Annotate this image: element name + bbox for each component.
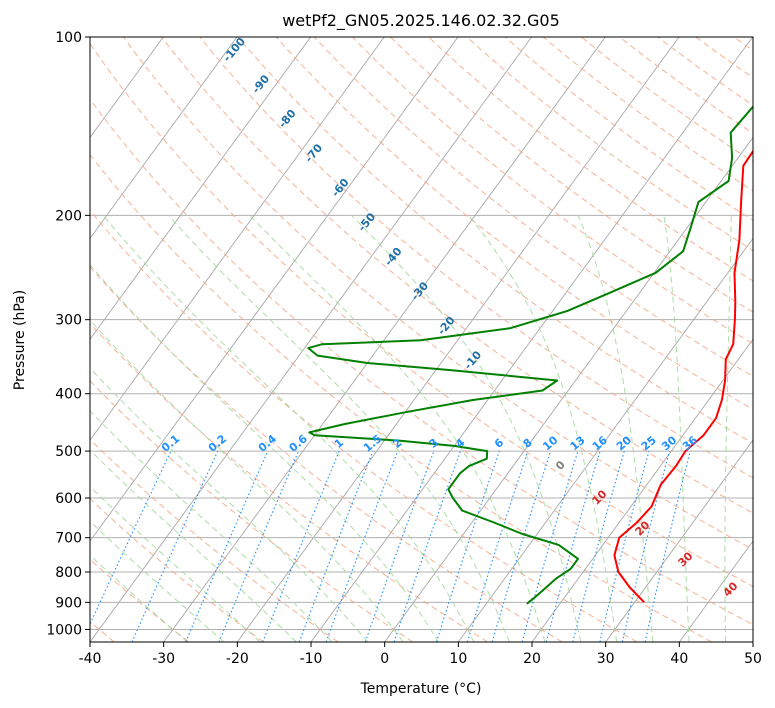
mixing-ratio-line: [599, 450, 650, 642]
mixing-ratio-line: [572, 450, 625, 642]
moist-adiabat-line: [249, 214, 546, 642]
dry-adiabat-line: [466, 37, 753, 251]
y-axis-label: Pressure (hPa): [12, 290, 28, 390]
mixing-ratio-line: [364, 450, 435, 642]
chart-title: wetPf2_GN05.2025.146.02.32.G05: [282, 11, 560, 31]
dry-adiabat-line: [90, 42, 753, 588]
moist-adiabat-line: [90, 367, 369, 642]
dry-adiabat-line: [237, 37, 753, 444]
y-tick-label: 400: [55, 387, 82, 403]
x-tick-label: 20: [523, 651, 541, 667]
mixing-ratio-line: [491, 450, 552, 642]
moist-adiabat-line: [90, 264, 439, 642]
mixing-ratio-line: [545, 450, 601, 642]
isotherm-line: [752, 641, 753, 642]
isotherm-line: [90, 37, 238, 240]
dry-adiabat-line: [390, 37, 753, 313]
x-tick-label: -10: [300, 651, 323, 667]
moist-adiabat-line: [90, 410, 333, 642]
y-tick-label: 800: [55, 565, 82, 581]
y-tick-label: 1000: [46, 622, 82, 638]
x-tick-label: 30: [597, 651, 615, 667]
mixing-ratio-line: [435, 450, 500, 642]
moist-adiabat-line: [724, 215, 732, 642]
isotherm-line: [90, 37, 533, 642]
moist-adiabat-line: [102, 214, 475, 642]
y-axis: 100 200 300 400 500 600 700 800 900 1000: [46, 30, 90, 638]
dry-adiabat-line: [90, 153, 712, 642]
isotherm-line: [90, 37, 312, 341]
moist-adiabat-line: [577, 215, 654, 642]
dry-adiabat-line: [90, 209, 638, 642]
mixing-ratio-line: [621, 450, 671, 642]
moist-adiabat-line: [90, 520, 225, 642]
y-tick-label: 100: [55, 30, 82, 46]
mixing-ratio-line: [218, 450, 300, 642]
temperature-line: [613, 149, 753, 603]
dry-adiabat-line: [504, 37, 753, 221]
dry-adiabat-line: [161, 37, 753, 514]
y-tick-label: 200: [55, 208, 82, 224]
background-lines: [90, 37, 753, 642]
isotherm-line: [605, 439, 753, 642]
moist-adiabat-line: [90, 554, 188, 642]
y-tick-label: 600: [55, 491, 82, 507]
y-tick-label: 700: [55, 531, 82, 547]
dry-adiabat-line: [90, 322, 488, 642]
mixing-ratio-line: [466, 450, 529, 642]
moist-adiabat-line: [90, 449, 297, 642]
x-tick-label: 50: [744, 651, 762, 667]
isotherm-line: [90, 37, 385, 441]
x-tick-label: -20: [226, 651, 249, 667]
x-tick-label: -30: [152, 651, 175, 667]
y-tick-label: 500: [55, 444, 82, 460]
x-tick-label: 0: [380, 651, 389, 667]
y-tick-label: 900: [55, 595, 82, 611]
dry-adiabat-line: [90, 498, 264, 642]
dry-adiabat-line: [90, 98, 753, 626]
mixing-ratio-line: [185, 450, 269, 642]
mixing-ratio-line: [131, 450, 219, 642]
mixing-ratio-line: [262, 450, 340, 642]
dry-adiabat-line: [275, 37, 753, 411]
x-tick-label: -40: [79, 651, 102, 667]
y-tick-label: 300: [55, 313, 82, 329]
mixing-ratio-line: [644, 450, 691, 642]
dewpoint-line: [307, 105, 753, 605]
isotherm-line: [90, 37, 459, 542]
x-tick-label: 10: [449, 651, 467, 667]
x-axis-label: Temperature (°C): [360, 681, 482, 697]
mixing-ratio-line: [298, 450, 374, 642]
isotherm-line: [457, 237, 753, 642]
moist-adiabat-line: [468, 214, 618, 642]
x-tick-label: 40: [670, 651, 688, 667]
moist-adiabat-line: [663, 215, 690, 642]
isotherm-line: [163, 37, 606, 642]
dry-adiabat-line: [428, 37, 753, 282]
isotherm-line: [236, 37, 680, 642]
mixing-ratio-line: [521, 450, 579, 642]
moist-adiabat-line: [168, 214, 510, 642]
x-axis: -40 -30 -20 -10 0 10 20 30 40 50: [79, 642, 762, 667]
mixing-ratio-line: [325, 450, 399, 642]
profile-lines: [307, 105, 753, 605]
moist-adiabat-line: [351, 214, 582, 642]
plot-frame: [89, 36, 754, 643]
moist-adiabat-line: [90, 319, 404, 642]
mixing-ratio-line: [393, 450, 462, 642]
dry-adiabat-line: [199, 37, 753, 479]
